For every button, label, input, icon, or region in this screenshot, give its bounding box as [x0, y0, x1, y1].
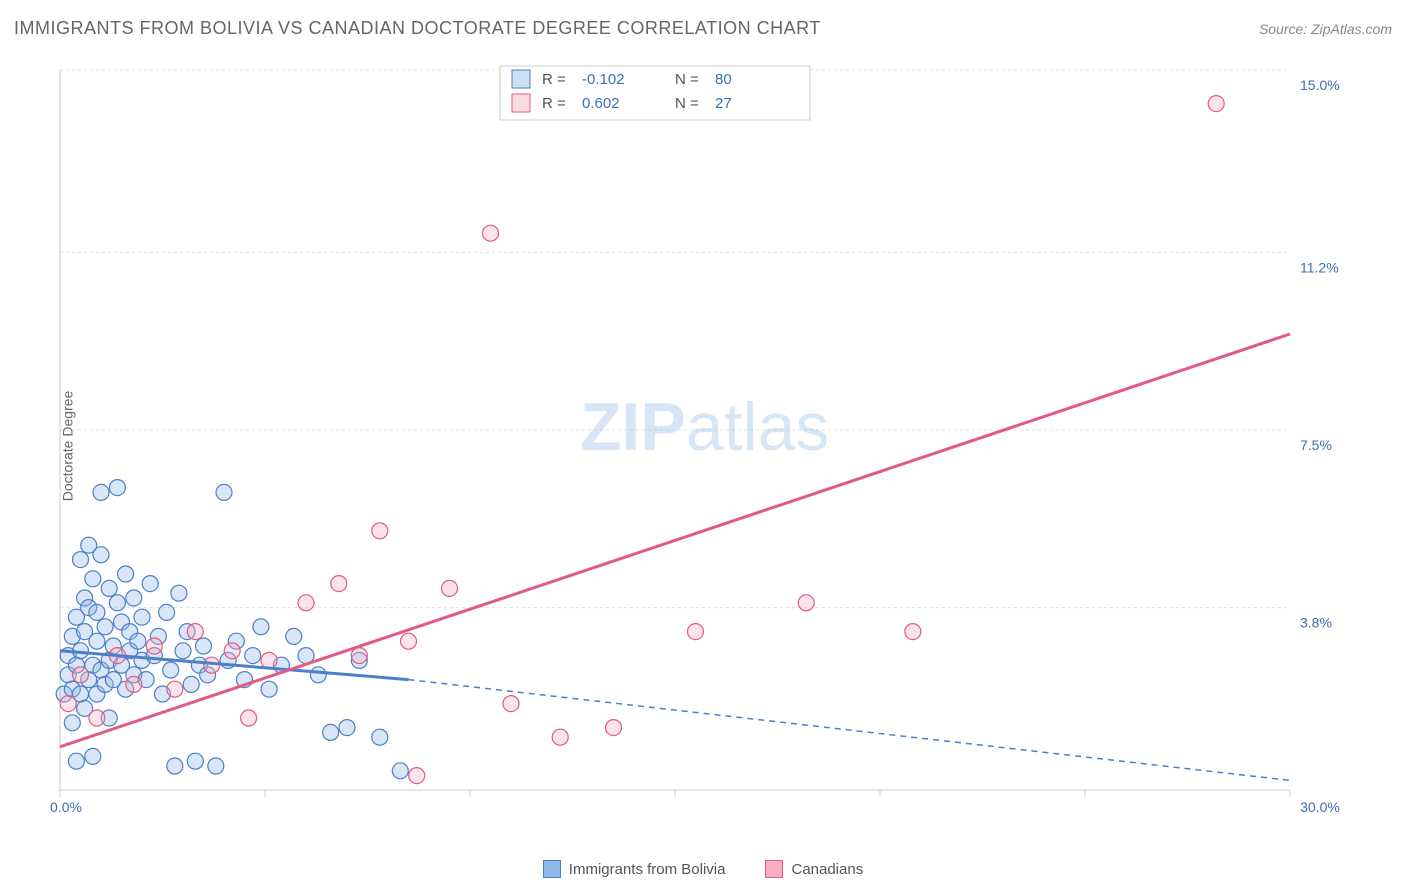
chart-title: IMMIGRANTS FROM BOLIVIA VS CANADIAN DOCT…	[14, 18, 821, 39]
svg-text:N =: N =	[675, 71, 699, 88]
legend-label-b: Canadians	[791, 861, 863, 878]
svg-text:0.0%: 0.0%	[50, 799, 82, 815]
legend-swatch-a	[543, 860, 561, 878]
svg-text:80: 80	[715, 71, 732, 88]
legend-label-a: Immigrants from Bolivia	[569, 861, 726, 878]
legend-item-a: Immigrants from Bolivia	[543, 860, 726, 878]
chart-area: 3.8% 7.5% 11.2% 15.0% 0.0% 30.0% ZIPatlas R = -0…	[50, 60, 1350, 820]
svg-text:-0.102: -0.102	[582, 71, 625, 88]
svg-text:30.0%: 30.0%	[1300, 799, 1340, 815]
legend-swatch-b	[765, 860, 783, 878]
bottom-legend: Immigrants from Bolivia Canadians	[0, 860, 1406, 878]
svg-text:11.2%: 11.2%	[1300, 259, 1339, 275]
svg-text:3.8%: 3.8%	[1300, 615, 1332, 631]
svg-text:27: 27	[715, 95, 732, 112]
svg-text:R =: R =	[542, 71, 566, 88]
chart-source: Source: ZipAtlas.com	[1259, 21, 1392, 37]
svg-text:R =: R =	[542, 95, 566, 112]
chart-svg: 3.8% 7.5% 11.2% 15.0% 0.0% 30.0% ZIPatlas R = -0…	[50, 60, 1350, 820]
svg-text:N =: N =	[675, 95, 699, 112]
chart-header: IMMIGRANTS FROM BOLIVIA VS CANADIAN DOCT…	[14, 18, 1392, 39]
svg-text:0.602: 0.602	[582, 95, 620, 112]
svg-text:ZIPatlas: ZIPatlas	[580, 389, 829, 465]
svg-text:15.0%: 15.0%	[1300, 77, 1340, 93]
svg-text:7.5%: 7.5%	[1300, 437, 1332, 453]
legend-item-b: Canadians	[765, 860, 863, 878]
